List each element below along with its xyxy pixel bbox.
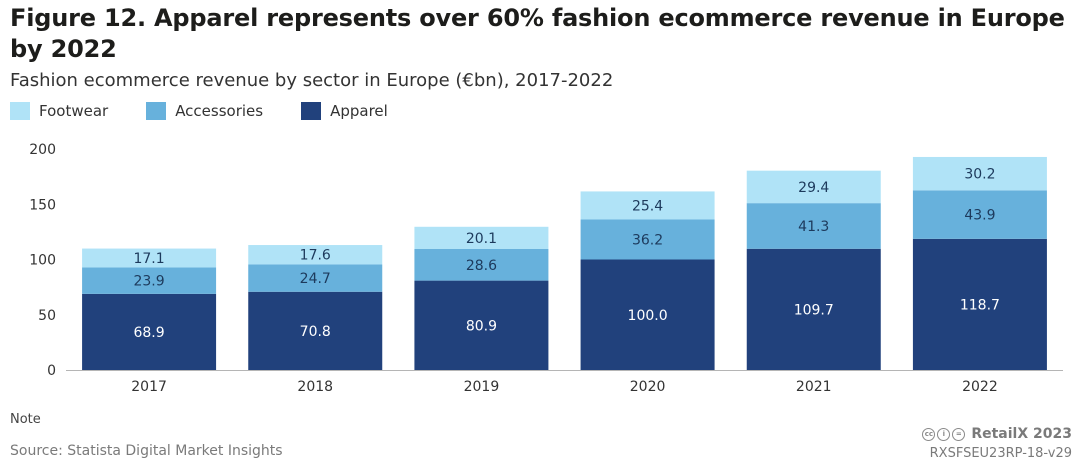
legend-label-apparel: Apparel <box>330 102 388 120</box>
bar-segment-apparel-2017 <box>82 293 217 370</box>
bar-segment-accessories-2017 <box>82 267 217 294</box>
x-tick-label: 2020 <box>630 379 666 395</box>
data-label-accessories-2021: 41.3 <box>798 219 829 235</box>
data-label-footwear-2021: 29.4 <box>798 180 829 196</box>
bar-segment-accessories-2020 <box>580 219 715 260</box>
legend-item-accessories: Accessories <box>146 102 263 120</box>
data-label-footwear-2017: 17.1 <box>133 251 164 267</box>
bar-segment-footwear-2022 <box>912 156 1047 191</box>
chart-subtitle: Fashion ecommerce revenue by sector in E… <box>10 70 614 91</box>
data-label-footwear-2020: 25.4 <box>632 198 663 214</box>
x-tick-label: 2021 <box>796 379 832 395</box>
legend-swatch-accessories <box>146 102 167 120</box>
x-tick-label: 2022 <box>962 379 998 395</box>
legend-item-footwear: Footwear <box>10 102 108 120</box>
y-tick-label: 0 <box>47 363 56 379</box>
data-label-accessories-2019: 28.6 <box>466 258 497 274</box>
data-label-accessories-2017: 23.9 <box>133 274 164 290</box>
data-label-apparel-2018: 70.8 <box>300 324 331 340</box>
x-tick-label: 2018 <box>297 379 333 395</box>
data-label-apparel-2022: 118.7 <box>960 297 1000 313</box>
bar-segment-footwear-2018 <box>248 245 383 265</box>
bar-segment-accessories-2018 <box>248 264 383 292</box>
bar-segment-accessories-2021 <box>746 203 881 249</box>
data-label-apparel-2021: 109.7 <box>794 302 834 318</box>
bar-segment-accessories-2019 <box>414 249 549 281</box>
legend-swatch-apparel <box>301 102 322 120</box>
bar-segment-footwear-2020 <box>580 191 715 220</box>
legend: Footwear Accessories Apparel <box>10 100 426 122</box>
data-label-footwear-2022: 30.2 <box>964 167 995 183</box>
brand-credit: cc i = RetailX 2023 <box>922 426 1072 442</box>
data-label-footwear-2018: 17.6 <box>300 248 331 264</box>
bar-segment-footwear-2019 <box>414 226 549 250</box>
legend-item-apparel: Apparel <box>301 102 388 120</box>
bar-segment-apparel-2021 <box>746 248 881 370</box>
y-tick-label: 150 <box>29 197 56 213</box>
bar-segment-footwear-2021 <box>746 170 881 204</box>
bar-segment-apparel-2020 <box>580 259 715 370</box>
bar-segment-apparel-2022 <box>912 238 1047 370</box>
bar-segment-footwear-2017 <box>82 248 217 268</box>
bar-segment-accessories-2022 <box>912 190 1047 239</box>
creative-commons-icon: cc <box>922 427 936 441</box>
brand-label: RetailX 2023 <box>971 426 1072 442</box>
data-label-footwear-2019: 20.1 <box>466 231 497 247</box>
chart-title: Figure 12. Apparel represents over 60% f… <box>10 4 1065 63</box>
attribution-icon: i <box>937 427 951 441</box>
data-label-accessories-2018: 24.7 <box>300 271 331 287</box>
x-tick-label: 2017 <box>131 379 167 395</box>
note-label: Note <box>10 412 41 427</box>
legend-label-footwear: Footwear <box>39 102 109 120</box>
y-tick-label: 100 <box>29 253 56 269</box>
report-code: RXSFSEU23RP-18-v29 <box>929 446 1072 461</box>
y-tick-label: 50 <box>38 308 56 324</box>
data-label-apparel-2017: 68.9 <box>133 325 164 341</box>
data-label-accessories-2020: 36.2 <box>632 232 663 248</box>
bar-segment-apparel-2019 <box>414 280 549 370</box>
y-tick-label: 200 <box>29 142 56 158</box>
data-label-accessories-2022: 43.9 <box>964 208 995 224</box>
x-tick-label: 2019 <box>464 379 500 395</box>
data-label-apparel-2020: 100.0 <box>628 308 668 324</box>
bar-segment-apparel-2018 <box>248 291 383 370</box>
source-text: Source: Statista Digital Market Insights <box>10 443 283 459</box>
legend-swatch-footwear <box>10 102 30 120</box>
data-label-apparel-2019: 80.9 <box>466 318 497 334</box>
legend-label-accessories: Accessories <box>175 102 264 120</box>
no-derivatives-icon: = <box>952 427 966 441</box>
